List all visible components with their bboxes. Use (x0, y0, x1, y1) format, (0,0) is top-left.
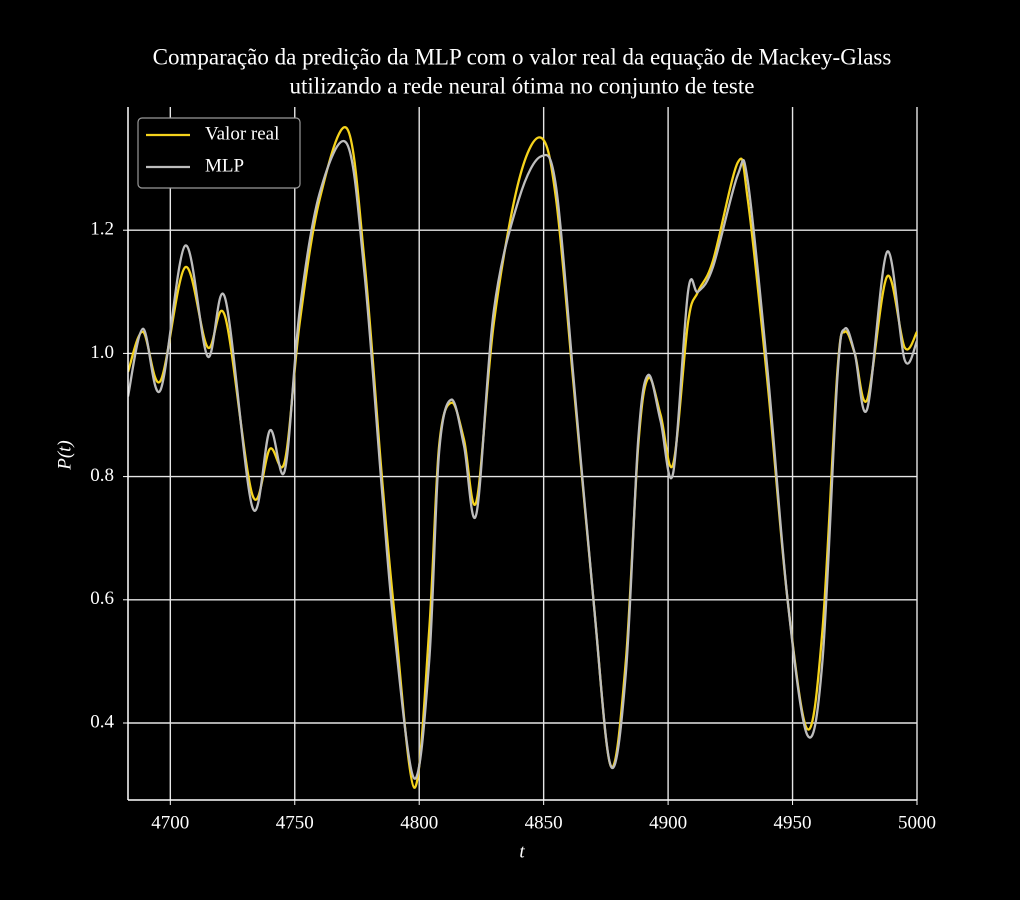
x-tick-label: 4700 (151, 812, 189, 833)
series-line (128, 140, 917, 780)
y-axis-label: P(t) (54, 440, 75, 471)
x-tick-label: 4800 (400, 812, 438, 833)
x-tick-label: 4850 (525, 812, 563, 833)
x-axis-label: t (519, 841, 525, 862)
chart-title: utilizando a rede neural ótima no conjun… (290, 73, 755, 98)
y-tick-label: 0.6 (90, 588, 114, 609)
y-tick-label: 1.2 (90, 219, 114, 240)
x-tick-label: 5000 (898, 812, 936, 833)
plot-area (128, 107, 918, 800)
x-tick-label: 4900 (649, 812, 687, 833)
x-tick-label: 4750 (276, 812, 314, 833)
y-tick-label: 0.8 (90, 465, 114, 486)
x-tick-label: 4950 (774, 812, 812, 833)
legend: Valor real MLP (137, 117, 301, 189)
legend-label: MLP (205, 155, 244, 176)
chart-title: Comparação da predição da MLP com o valo… (153, 44, 892, 69)
legend-label: Valor real (205, 123, 279, 144)
y-tick-label: 1.0 (90, 342, 114, 363)
y-tick-label: 0.4 (90, 711, 114, 732)
